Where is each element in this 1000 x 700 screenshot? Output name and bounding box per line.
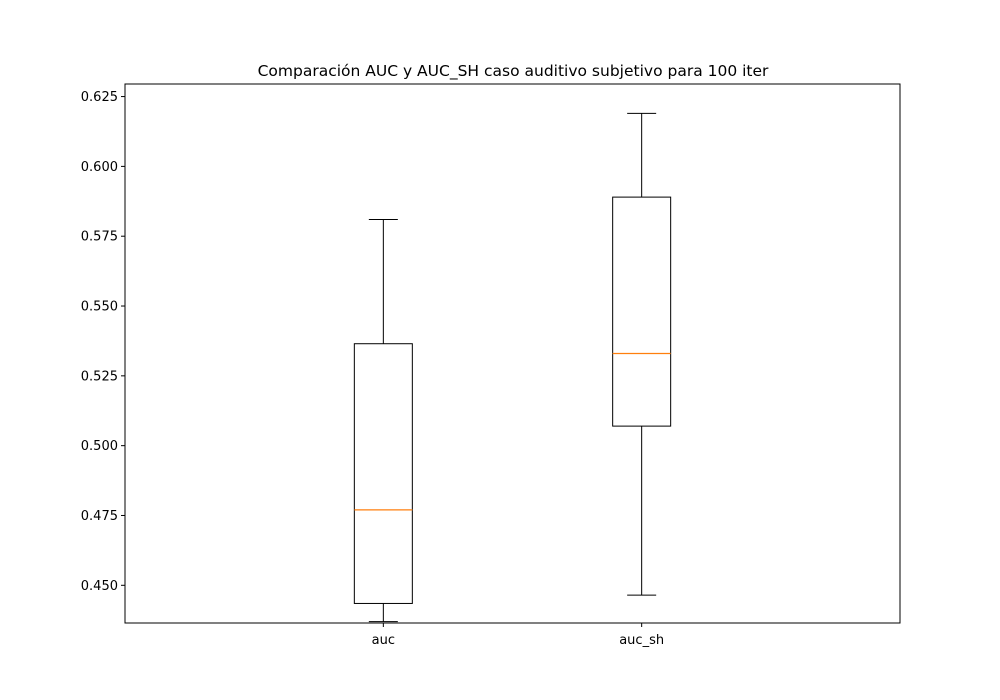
y-tick-label: 0.525 <box>81 369 118 384</box>
box-auc <box>353 218 413 623</box>
iqr-box <box>353 343 413 604</box>
x-axis: auc auc_sh <box>372 623 664 648</box>
box-series <box>353 112 672 623</box>
x-tick-label: auc <box>372 633 395 648</box>
box-auc_sh <box>612 112 672 596</box>
y-tick-label: 0.625 <box>81 90 118 105</box>
y-tick-label: 0.600 <box>81 160 118 175</box>
y-tick-label: 0.500 <box>81 439 118 454</box>
plot-area-frame <box>124 83 901 624</box>
y-tick-label: 0.550 <box>81 300 118 315</box>
y-axis: 0.450 0.475 0.500 0.525 0.550 0.575 0.600 0.625 <box>81 90 125 594</box>
y-tick-label: 0.450 <box>81 579 118 594</box>
chart-title: Comparación AUC y AUC_SH caso auditivo s… <box>258 62 769 81</box>
y-tick-label: 0.575 <box>81 230 118 245</box>
y-tick-label: 0.475 <box>81 509 118 524</box>
iqr-box <box>612 196 672 427</box>
x-tick-label: auc_sh <box>619 633 664 648</box>
